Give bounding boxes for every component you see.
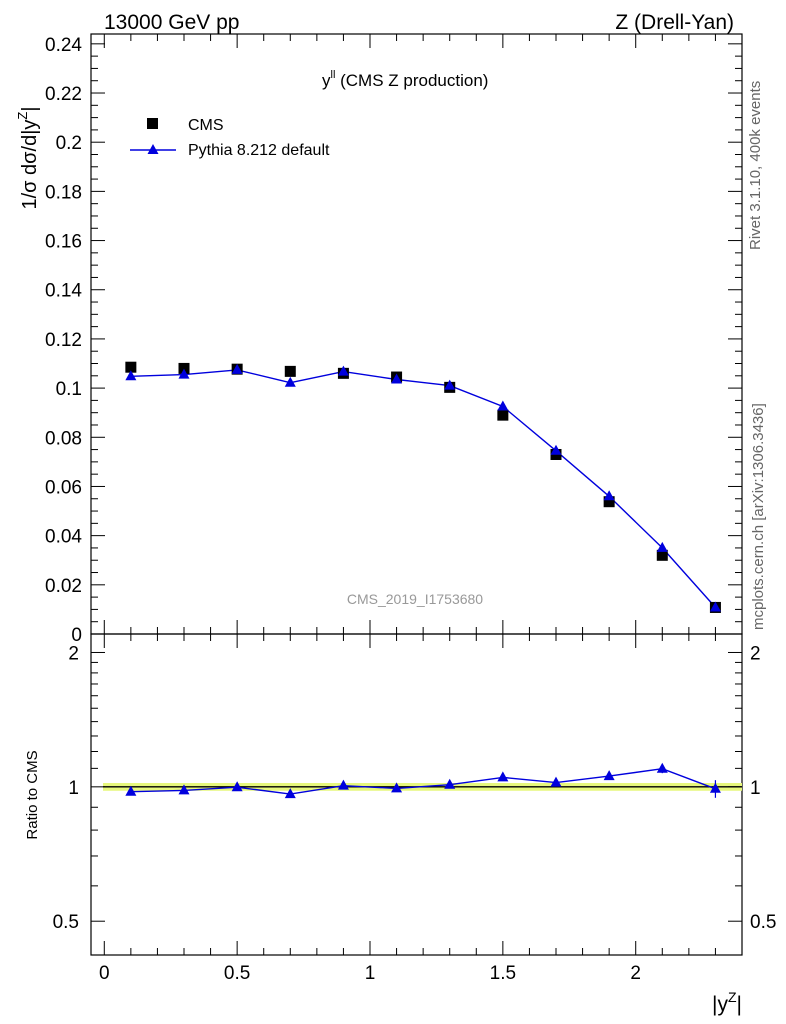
- ratio-data-point: [497, 771, 509, 782]
- plot-title: yll (CMS Z production): [322, 69, 488, 90]
- legend-cms-label: CMS: [188, 117, 224, 134]
- ratio-data-point: [284, 788, 296, 799]
- pythia-data-point: [656, 541, 668, 552]
- main-y-tick-label: 0: [71, 625, 82, 646]
- ratio-data-point: [178, 784, 190, 795]
- main-y-tick-label: 0.14: [45, 281, 82, 302]
- pythia-data-point: [550, 444, 562, 455]
- ratio-x-tick-label: 2: [630, 963, 641, 984]
- legend: CMS Pythia 8.212 default: [130, 117, 330, 159]
- ratio-x-tick-label: 1: [365, 963, 376, 984]
- ratio-y-tick-label: 1: [68, 778, 79, 799]
- ratio-y-tick-label: 0.5: [53, 912, 79, 933]
- main-y-tick-label: 0.04: [45, 527, 82, 548]
- main-x-ticks: [103, 34, 716, 634]
- analysis-watermark: CMS_2019_I1753680: [347, 591, 483, 607]
- legend-pythia-marker: [147, 144, 159, 154]
- ratio-data-point: [709, 782, 721, 793]
- ratio-y-tick-label-right: 2: [750, 643, 761, 664]
- cms-data-point: [284, 365, 296, 377]
- ratio-data-point: [125, 785, 137, 796]
- ratio-y-ticks: 0.5 0.5 1 1 2 2: [53, 643, 777, 933]
- pythia-data-point: [497, 400, 509, 411]
- cms-data-point: [656, 549, 668, 561]
- ratio-panel: Ratio to CMS |yZ| 0 0.5 1 1.5 2 0.5 0.5 1 1 2 2: [24, 633, 777, 1016]
- cms-data-point: [178, 362, 190, 374]
- main-y-tick-label: 0.2: [56, 133, 82, 154]
- ratio-data-point: [231, 781, 243, 792]
- ratio-x-tick-label: 0.5: [224, 963, 250, 984]
- main-y-tick-label: 0.16: [45, 232, 82, 253]
- pythia-data-point: [337, 365, 349, 376]
- ratio-data-point: [656, 762, 668, 773]
- cms-data-point: [125, 361, 137, 373]
- main-y-tick-label: 0.02: [45, 576, 82, 597]
- pythia-data-point: [284, 376, 296, 387]
- ratio-x-tick-label: 1.5: [490, 963, 516, 984]
- main-y-axis-label: 1/σ dσ/d|yZ|: [15, 106, 41, 209]
- ratio-data-point: [391, 782, 403, 793]
- main-series: [125, 361, 721, 613]
- main-y-tick-label: 0.22: [45, 84, 82, 105]
- pythia-data-point: [444, 379, 456, 390]
- ratio-y-tick-label: 2: [68, 643, 79, 664]
- ratio-frame: [90, 633, 743, 956]
- header-process-label: Z (Drell-Yan): [615, 11, 734, 34]
- main-y-ticks: 0 0.02 0.04 0.06 0.08 0.1 0.12 0.14 0.16 0.18 0.2 0…: [45, 35, 742, 646]
- ratio-data-point: [603, 770, 615, 781]
- ratio-series: [125, 762, 721, 799]
- mcplots-label: mcplots.cern.ch [arXiv:1306.3436]: [750, 403, 767, 630]
- cms-data-point: [497, 409, 509, 421]
- ratio-x-tick-label: 0: [99, 963, 110, 984]
- header-energy-label: 13000 GeV pp: [104, 11, 239, 34]
- ratio-x-axis-label: |yZ|: [712, 989, 742, 1016]
- main-y-tick-label: 0.24: [45, 35, 82, 56]
- main-y-tick-label: 0.08: [45, 428, 82, 449]
- pythia-data-point: [709, 601, 721, 612]
- pythia-series-line: [130, 369, 716, 608]
- main-panel: yll (CMS Z production) CMS_2019_I1753680…: [15, 33, 743, 646]
- pythia-data-point: [125, 370, 137, 381]
- ratio-data-point: [337, 779, 349, 790]
- rivet-version-label: Rivet 3.1.10, 400k events: [747, 81, 764, 250]
- main-y-tick-label: 0.12: [45, 330, 82, 351]
- ratio-data-point: [550, 776, 562, 787]
- ratio-data-point: [444, 778, 456, 789]
- pythia-data-point: [391, 373, 403, 384]
- legend-pythia-label: Pythia 8.212 default: [188, 142, 330, 159]
- main-y-tick-label: 0.06: [45, 477, 82, 498]
- ratio-x-ticks: 0 0.5 1 1.5 2: [99, 634, 716, 984]
- ratio-y-axis-label: Ratio to CMS: [24, 750, 41, 839]
- pythia-data-point: [231, 363, 243, 374]
- ratio-y-tick-label-right: 0.5: [750, 912, 776, 933]
- ratio-y-tick-label-right: 1: [750, 778, 761, 799]
- legend-cms-marker: [147, 118, 158, 129]
- pythia-data-point: [178, 368, 190, 379]
- pythia-data-point: [603, 490, 615, 501]
- cms-data-point: [603, 496, 615, 508]
- main-y-tick-label: 0.18: [45, 182, 82, 203]
- ratio-series-line: [130, 767, 716, 795]
- main-y-tick-label: 0.1: [56, 379, 82, 400]
